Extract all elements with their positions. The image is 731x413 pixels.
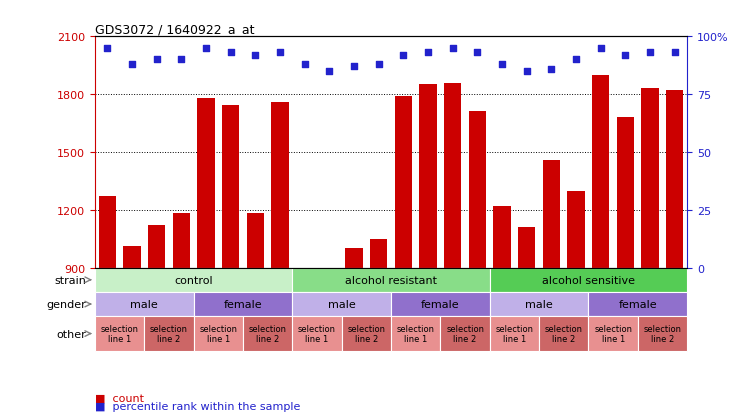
- Bar: [444, 83, 461, 268]
- Bar: [197, 99, 215, 268]
- Text: male: male: [328, 299, 355, 309]
- Point: [175, 57, 187, 64]
- Bar: [145, 316, 194, 351]
- Text: female: female: [224, 299, 262, 309]
- Bar: [243, 316, 292, 351]
- Text: other: other: [56, 329, 86, 339]
- Bar: [194, 316, 243, 351]
- Point: [102, 45, 113, 52]
- Point: [299, 62, 311, 68]
- Text: selection
line 1: selection line 1: [397, 324, 435, 344]
- Point: [398, 52, 409, 59]
- Text: selection
line 2: selection line 2: [347, 324, 385, 344]
- Text: selection
line 2: selection line 2: [545, 324, 583, 344]
- Bar: [539, 316, 588, 351]
- Bar: [469, 112, 486, 268]
- Point: [126, 62, 138, 68]
- Bar: [395, 97, 412, 268]
- Bar: [342, 316, 391, 351]
- Point: [595, 45, 607, 52]
- Bar: [173, 213, 190, 268]
- Bar: [370, 239, 387, 268]
- Bar: [543, 160, 560, 268]
- Bar: [391, 316, 440, 351]
- Bar: [247, 213, 264, 268]
- Point: [620, 52, 632, 59]
- Bar: [292, 268, 490, 292]
- Text: gender: gender: [46, 299, 86, 309]
- Text: selection
line 1: selection line 1: [298, 324, 336, 344]
- Bar: [592, 76, 610, 268]
- Bar: [292, 316, 341, 351]
- Text: strain: strain: [54, 275, 86, 285]
- Point: [324, 69, 336, 75]
- Bar: [567, 192, 585, 268]
- Text: male: male: [131, 299, 158, 309]
- Bar: [222, 105, 239, 268]
- Text: selection
line 1: selection line 1: [101, 324, 139, 344]
- Point: [545, 66, 557, 73]
- Point: [669, 50, 681, 57]
- Bar: [440, 316, 490, 351]
- Bar: [490, 316, 539, 351]
- Bar: [292, 292, 391, 316]
- Bar: [588, 292, 687, 316]
- Bar: [296, 268, 314, 274]
- Point: [521, 69, 533, 75]
- Text: GDS3072 / 1640922_a_at: GDS3072 / 1640922_a_at: [95, 23, 254, 36]
- Point: [249, 52, 261, 59]
- Bar: [588, 316, 637, 351]
- Point: [274, 50, 286, 57]
- Text: selection
line 2: selection line 2: [643, 324, 681, 344]
- Point: [471, 50, 483, 57]
- Text: ■  percentile rank within the sample: ■ percentile rank within the sample: [95, 401, 300, 411]
- Text: ■  count: ■ count: [95, 393, 144, 403]
- Bar: [95, 268, 292, 292]
- Bar: [617, 118, 634, 268]
- Text: alcohol resistant: alcohol resistant: [345, 275, 437, 285]
- Bar: [637, 316, 687, 351]
- Text: selection
line 1: selection line 1: [200, 324, 238, 344]
- Bar: [95, 316, 145, 351]
- Text: female: female: [618, 299, 657, 309]
- Text: female: female: [421, 299, 460, 309]
- Point: [496, 62, 508, 68]
- Text: control: control: [175, 275, 213, 285]
- Bar: [95, 292, 194, 316]
- Point: [644, 50, 656, 57]
- Bar: [99, 197, 116, 268]
- Text: selection
line 2: selection line 2: [446, 324, 484, 344]
- Point: [423, 50, 434, 57]
- Bar: [642, 89, 659, 268]
- Point: [225, 50, 237, 57]
- Text: selection
line 1: selection line 1: [594, 324, 632, 344]
- Bar: [666, 91, 683, 268]
- Bar: [148, 225, 165, 268]
- Point: [200, 45, 212, 52]
- Text: selection
line 1: selection line 1: [496, 324, 534, 344]
- Point: [151, 57, 162, 64]
- Bar: [194, 292, 292, 316]
- Point: [348, 64, 360, 71]
- Bar: [493, 206, 511, 268]
- Point: [570, 57, 582, 64]
- Bar: [321, 268, 338, 274]
- Bar: [420, 85, 436, 268]
- Bar: [518, 228, 535, 268]
- Text: selection
line 2: selection line 2: [249, 324, 287, 344]
- Bar: [271, 102, 289, 268]
- Bar: [124, 247, 140, 268]
- Point: [447, 45, 458, 52]
- Bar: [346, 249, 363, 268]
- Text: alcohol sensitive: alcohol sensitive: [542, 275, 635, 285]
- Text: selection
line 2: selection line 2: [150, 324, 188, 344]
- Bar: [391, 292, 490, 316]
- Bar: [490, 268, 687, 292]
- Bar: [490, 292, 588, 316]
- Point: [373, 62, 385, 68]
- Text: male: male: [526, 299, 553, 309]
